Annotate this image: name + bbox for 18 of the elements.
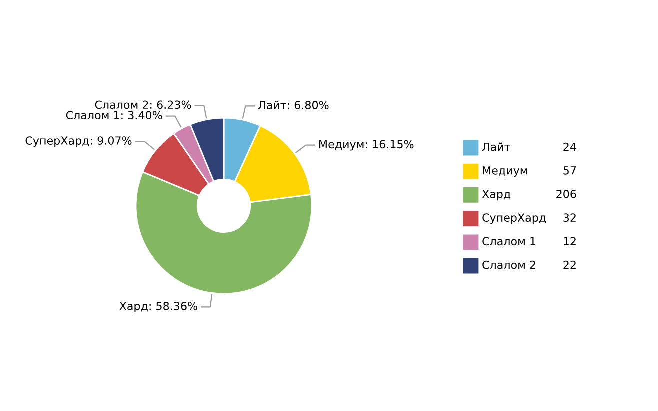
text: 206 bbox=[556, 190, 576, 198]
data-label: Слалом 2: 6.23% bbox=[95, 100, 192, 110]
text: 57 bbox=[564, 166, 576, 175]
legend-label: Хард bbox=[482, 190, 511, 201]
data-label: Хард: 58.36% bbox=[120, 302, 198, 313]
text: 12 bbox=[564, 237, 576, 246]
text: 32 bbox=[564, 214, 576, 222]
legend-label: Лайт bbox=[482, 142, 511, 152]
data-label: Лайт: 6.80% bbox=[258, 100, 329, 110]
data-label: Слалом 1: 3.40% bbox=[66, 111, 162, 120]
data-label: Медиум: 16.15% bbox=[320, 140, 414, 151]
text: 24 bbox=[564, 142, 576, 152]
legend-label: СуперХард bbox=[482, 214, 546, 224]
data-label: СуперХард: 9.07% bbox=[26, 136, 132, 148]
legend-label: Слалом 2 bbox=[482, 260, 536, 270]
text: 22 bbox=[564, 260, 576, 270]
legend-label: Слалом 1 bbox=[482, 237, 536, 246]
legend-label: Медиум bbox=[483, 166, 528, 177]
